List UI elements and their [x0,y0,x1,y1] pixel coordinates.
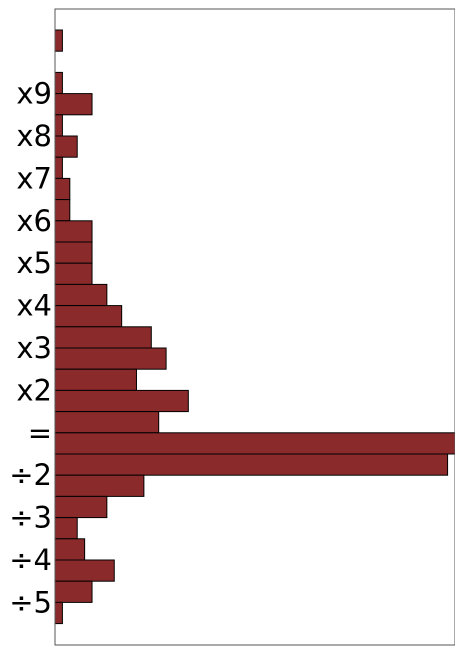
bar [54,93,93,116]
bar [54,220,93,243]
bar [54,71,63,95]
tick-label: x4 [16,289,52,323]
bar [54,135,78,158]
bar [54,283,108,307]
tick-label: ÷5 [9,585,52,619]
tick-label: x9 [16,77,52,111]
bar [54,389,189,413]
bar [54,453,449,476]
tick-label: ÷2 [9,458,52,492]
bar [54,114,63,137]
tick-label: x7 [16,161,52,195]
bar [54,368,137,391]
bar [54,432,455,455]
bar [54,305,123,328]
bar [54,559,115,582]
tick-label: x8 [16,119,52,153]
tick-labels: x9 x8 x7 x6 x5 x4 x3 x2 = ÷2 ÷3 ÷4 ÷5 [9,77,52,620]
bar [54,241,93,264]
bar [54,347,167,370]
tick-label: = [28,416,52,450]
tick-label: ÷3 [9,501,52,535]
bar [54,326,152,349]
bar [54,29,63,52]
bar [54,601,63,625]
bar [54,538,86,561]
tick-label: x2 [16,373,52,407]
tick-label: ÷4 [9,543,52,577]
bar [54,474,145,497]
tick-label: x5 [16,246,52,280]
bar [54,199,71,222]
bar [54,580,93,603]
bar [54,411,160,434]
plot-frame [54,8,455,646]
bar [54,156,63,179]
tick-label: x3 [16,331,52,365]
bar [54,517,78,540]
bars [54,29,455,625]
bar [54,495,108,519]
tick-label: x6 [16,204,52,238]
bar [54,177,71,201]
bar [54,262,93,285]
